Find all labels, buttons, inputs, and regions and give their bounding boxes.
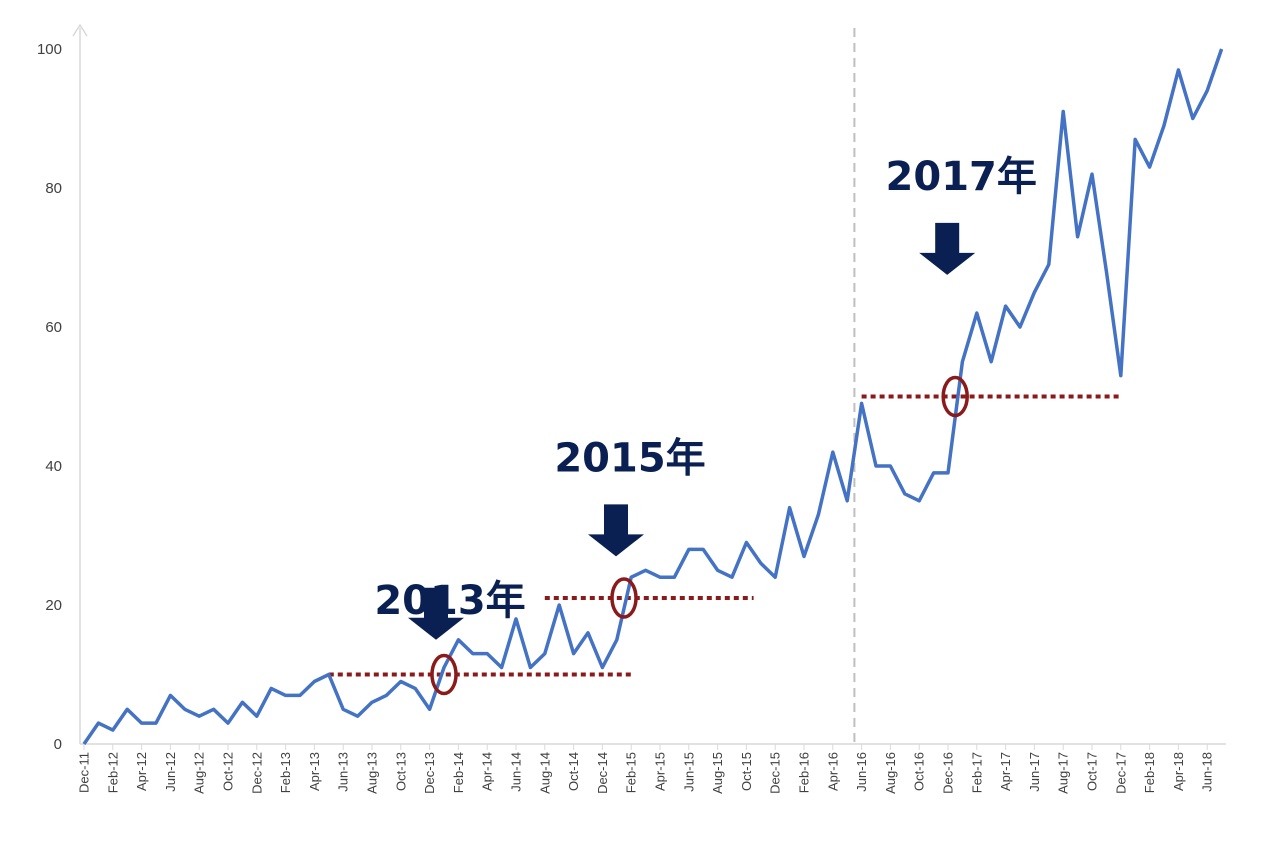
x-tick-label: Dec-12 (249, 752, 264, 794)
y-tick-label: 40 (45, 458, 62, 475)
down-arrow-icon (588, 504, 644, 557)
x-axis-ticks: Dec-11 Feb-12 Apr-12 Jun-12 Aug-12 Oct-12 Dec-… (77, 744, 1215, 794)
x-tick-label: Dec-16 (941, 752, 956, 794)
crossing-circle (430, 653, 458, 696)
y-axis-arrowhead (72, 23, 88, 37)
down-arrow-icon (408, 587, 464, 640)
annotation-label: 2015年 (554, 436, 705, 482)
x-tick-label: Oct-13 (393, 752, 408, 791)
x-tick-label: Feb-16 (797, 752, 812, 793)
x-tick-label: Apr-12 (134, 752, 149, 791)
x-tick-label: Aug-16 (883, 752, 898, 794)
data-series (82, 48, 1224, 745)
x-tick-label: Jun-12 (163, 752, 178, 792)
x-tick-label: Jun-15 (681, 752, 696, 792)
x-tick-label: Dec-15 (768, 752, 783, 794)
annotation-label: 2013年 (374, 578, 525, 624)
annotation-label: 2017年 (886, 154, 1037, 200)
x-tick-label: Dec-13 (422, 752, 437, 794)
crossing-circle (941, 375, 969, 418)
x-tick-label: Aug-14 (537, 752, 552, 794)
x-tick-label: Oct-16 (912, 752, 927, 791)
x-tick-label: Apr-16 (825, 752, 840, 791)
x-tick-label: Oct-17 (1085, 752, 1100, 791)
x-tick-label: Jun-17 (1027, 752, 1042, 792)
annotations: 2013年 2015年 2017年 (374, 154, 1037, 696)
y-tick-label: 60 (45, 319, 62, 336)
y-tick-label: 100 (37, 41, 62, 58)
x-tick-label: Feb-17 (969, 752, 984, 793)
x-tick-label: Aug-15 (710, 752, 725, 794)
x-tick-label: Feb-14 (451, 752, 466, 793)
x-tick-label: Oct-14 (566, 752, 581, 791)
x-tick-label: Dec-14 (595, 752, 610, 794)
x-tick-label: Apr-13 (307, 752, 322, 791)
x-tick-label: Jun-13 (336, 752, 351, 792)
x-tick-label: Apr-14 (480, 752, 495, 791)
y-axis-ticks: 0 20 40 60 80 100 (37, 41, 62, 753)
crossing-circle (610, 577, 638, 619)
x-tick-label: Dec-17 (1113, 752, 1128, 794)
y-tick-label: 20 (45, 597, 62, 614)
x-tick-label: Feb-15 (624, 752, 639, 793)
reference-lines (328, 28, 1121, 744)
x-tick-label: Jun-16 (854, 752, 869, 792)
x-tick-label: Jun-18 (1200, 752, 1215, 792)
x-tick-label: Aug-13 (365, 752, 380, 794)
y-tick-label: 0 (54, 736, 62, 753)
x-tick-label: Feb-13 (278, 752, 293, 793)
x-tick-label: Apr-18 (1171, 752, 1186, 791)
x-tick-label: Feb-12 (105, 752, 120, 793)
x-tick-label: Oct-15 (739, 752, 754, 791)
x-tick-label: Jun-14 (509, 752, 524, 792)
x-tick-label: Oct-12 (221, 752, 236, 791)
x-tick-label: Apr-17 (998, 752, 1013, 791)
y-tick-label: 80 (45, 180, 62, 197)
x-tick-label: Aug-12 (192, 752, 207, 794)
x-tick-label: Feb-18 (1142, 752, 1157, 793)
down-arrow-icon (919, 222, 976, 275)
x-tick-label: Dec-11 (77, 752, 92, 793)
x-tick-label: Aug-17 (1056, 752, 1071, 794)
series-line (82, 48, 1224, 745)
axes (72, 23, 1226, 745)
x-tick-label: Apr-15 (653, 752, 668, 791)
